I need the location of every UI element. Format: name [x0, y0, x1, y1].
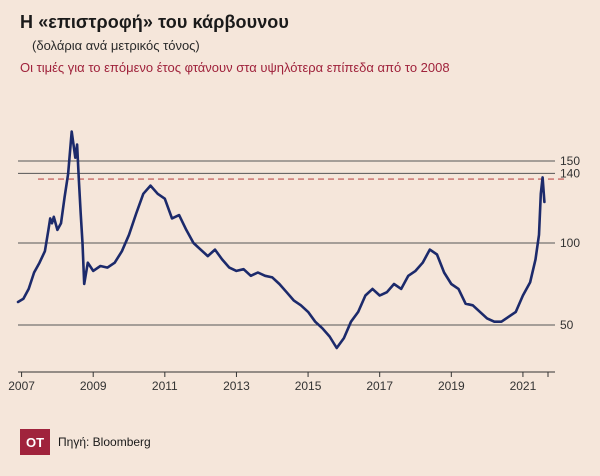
x-tick-label: 2007 — [8, 379, 35, 393]
y-tick-label: 50 — [560, 318, 574, 332]
x-tick-label: 2009 — [80, 379, 107, 393]
x-tick-label: 2015 — [295, 379, 322, 393]
chart-annotation: Οι τιμές για το επόμενο έτος φτάνουν στα… — [20, 60, 450, 75]
x-tick-label: 2019 — [438, 379, 465, 393]
source-text: Πηγή: Bloomberg — [58, 435, 151, 449]
ot-logo: OT — [20, 429, 50, 455]
chart-title: Η «επιστροφή» του κάρβουνου — [20, 12, 289, 32]
y-tick-label: 100 — [560, 236, 580, 250]
price-series-line — [16, 130, 546, 350]
chart-subtitle: (δολάρια ανά μετρικός τόνος) — [32, 38, 200, 53]
x-tick-label: 2017 — [366, 379, 393, 393]
x-tick-label: 2021 — [510, 379, 537, 393]
x-tick-label: 2013 — [223, 379, 250, 393]
y-tick-label: 140 — [560, 166, 580, 180]
x-tick-label: 2011 — [152, 379, 178, 393]
y-tick-label: 150 — [560, 154, 580, 168]
